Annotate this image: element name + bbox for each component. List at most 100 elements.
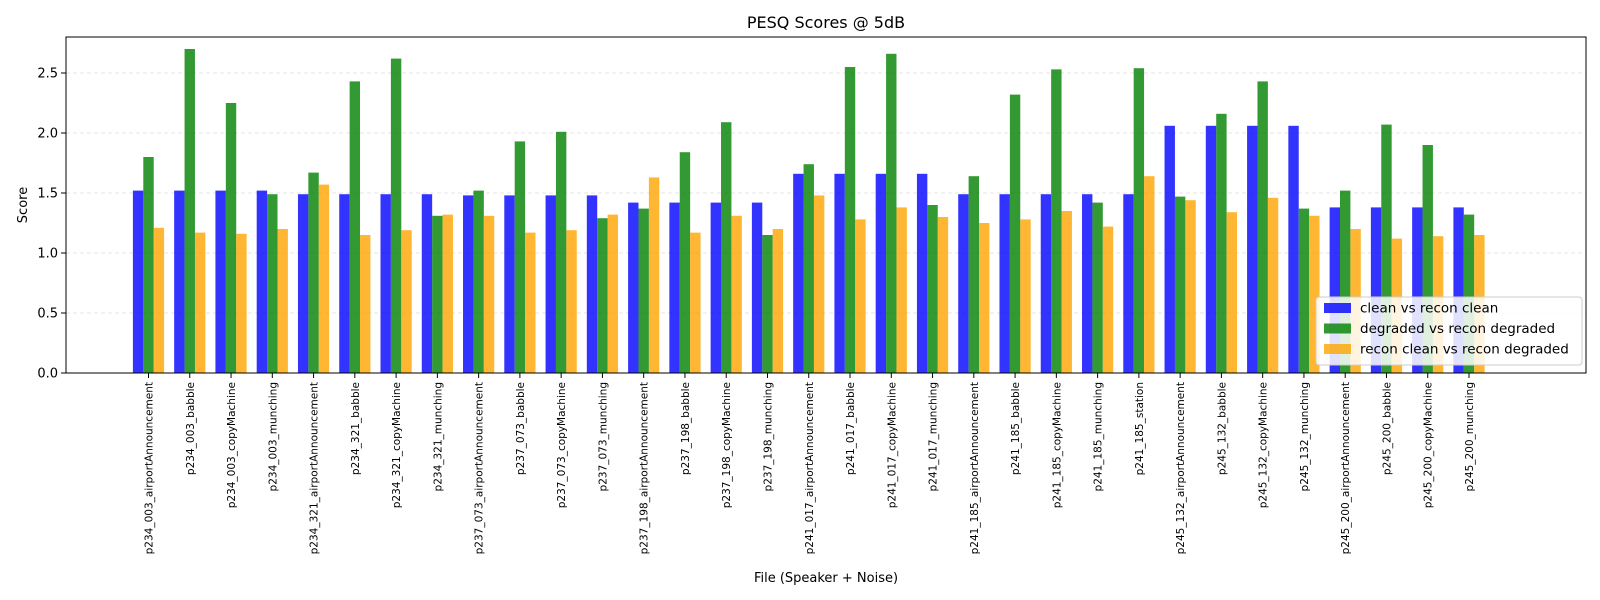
degraded-bar [432, 215, 443, 373]
recon-bar [772, 229, 784, 373]
degraded-bar [555, 131, 567, 373]
recon-bar [442, 214, 453, 373]
degraded-bar [679, 152, 691, 373]
x-tick-label: p234_321_munching [432, 382, 444, 491]
clean-bar [380, 194, 391, 373]
clean-bar [669, 202, 680, 373]
x-tick-label: p241_185_munching [1093, 382, 1105, 491]
clean-bar [751, 202, 763, 373]
clean-bar [710, 202, 722, 373]
recon-bar [937, 217, 949, 373]
clean-bar [1123, 194, 1134, 373]
clean-bar [875, 173, 887, 373]
degraded-bar [968, 176, 980, 373]
degraded-bar [349, 81, 361, 374]
recon-bar [236, 233, 247, 373]
clean-bar [1370, 207, 1382, 373]
recon-bar [401, 230, 412, 373]
x-tick-label: p245_132_munching [1299, 382, 1311, 491]
y-tick-label: 2.5 [37, 67, 58, 82]
clean-bar [463, 195, 474, 373]
degraded-bar [267, 194, 278, 373]
recon-bar [813, 195, 825, 373]
x-tick-label: p241_017_babble [845, 382, 857, 475]
degraded-bar [1092, 202, 1103, 373]
degraded-bar [184, 49, 195, 373]
clean-bar [1205, 125, 1217, 373]
x-axis-ticks: p234_003_airportAnnouncement p234_003_bab… [144, 373, 1476, 554]
degraded-bar [597, 218, 608, 373]
y-tick-label: 0.0 [37, 367, 58, 382]
x-tick-label: p234_321_airportAnnouncement [309, 382, 321, 554]
clean-bar [1164, 125, 1175, 373]
degraded-bar [1422, 145, 1433, 373]
recon-bar [566, 230, 577, 373]
recon-bar [277, 229, 288, 373]
degraded-bar [514, 141, 526, 373]
clean-bar [215, 190, 226, 373]
recon-bar [1309, 215, 1320, 373]
degraded-bar [143, 157, 154, 373]
clean-bar [256, 190, 268, 373]
degraded-bar [927, 205, 938, 373]
degraded-bar [390, 58, 402, 373]
degraded-bar [886, 53, 897, 374]
degraded-bar [762, 235, 773, 373]
recon-bar [360, 235, 371, 373]
x-tick-label: p245_132_babble [1216, 382, 1228, 475]
x-tick-label: p237_073_babble [515, 382, 527, 475]
clean-bar [1288, 125, 1299, 373]
degraded-bar [844, 67, 856, 373]
degraded-bar [1463, 214, 1475, 373]
clean-bar [339, 194, 350, 373]
clean-bar [834, 173, 845, 373]
degraded-bar [1381, 124, 1392, 373]
x-tick-label: p237_073_munching [597, 382, 609, 491]
clean-bar [1040, 194, 1052, 373]
x-tick-label: p234_003_babble [185, 382, 197, 475]
x-tick-label: p237_073_copyMachine [556, 382, 568, 508]
degraded-bar [1051, 69, 1062, 374]
degraded-bar [638, 208, 649, 373]
x-tick-label: p241_185_station [1134, 382, 1146, 475]
y-tick-label: 1.5 [37, 187, 58, 202]
degraded-bar [721, 122, 732, 373]
clean-bar [132, 190, 144, 373]
degraded-bar [803, 164, 814, 373]
clean-bar [628, 202, 639, 373]
clean-bar [174, 190, 185, 373]
x-tick-label: p237_198_copyMachine [721, 382, 733, 508]
clean-bar [793, 173, 804, 373]
x-tick-label: p234_321_copyMachine [391, 382, 403, 508]
x-tick-label: p245_200_copyMachine [1423, 382, 1435, 508]
x-tick-label: p245_200_airportAnnouncement [1340, 382, 1352, 554]
recon-bar [855, 219, 866, 373]
y-tick-label: 1.0 [37, 247, 58, 262]
recon-bar [690, 232, 701, 373]
clean-bar [421, 194, 433, 373]
x-tick-label: p245_200_munching [1464, 382, 1476, 491]
x-tick-label: p241_017_airportAnnouncement [804, 382, 816, 554]
x-tick-label: p237_198_airportAnnouncement [639, 382, 651, 554]
x-tick-label: p245_200_babble [1381, 382, 1393, 475]
recon-bar [1061, 211, 1072, 373]
clean-bar [958, 194, 969, 373]
degraded-bar [1133, 68, 1145, 373]
legend-swatch [1324, 323, 1351, 334]
clean-bar [586, 195, 598, 373]
degraded-bar [1009, 94, 1021, 373]
x-tick-label: p237_198_munching [762, 382, 774, 491]
legend-swatch [1324, 303, 1351, 313]
recon-bar [1185, 200, 1196, 373]
x-tick-label: p234_003_airportAnnouncement [144, 382, 156, 554]
legend: clean vs recon clean degraded vs recon de… [1315, 296, 1583, 366]
x-tick-label: p234_003_copyMachine [226, 382, 238, 508]
x-tick-label: p237_073_airportAnnouncement [474, 382, 486, 554]
clean-bar [545, 195, 556, 373]
y-axis-label: Score [16, 187, 31, 223]
chart-title: PESQ Scores @ 5dB [747, 13, 905, 32]
x-tick-label: p241_185_babble [1010, 382, 1022, 475]
recon-bar [318, 184, 330, 373]
recon-bar [153, 227, 165, 373]
recon-bar [648, 177, 660, 373]
